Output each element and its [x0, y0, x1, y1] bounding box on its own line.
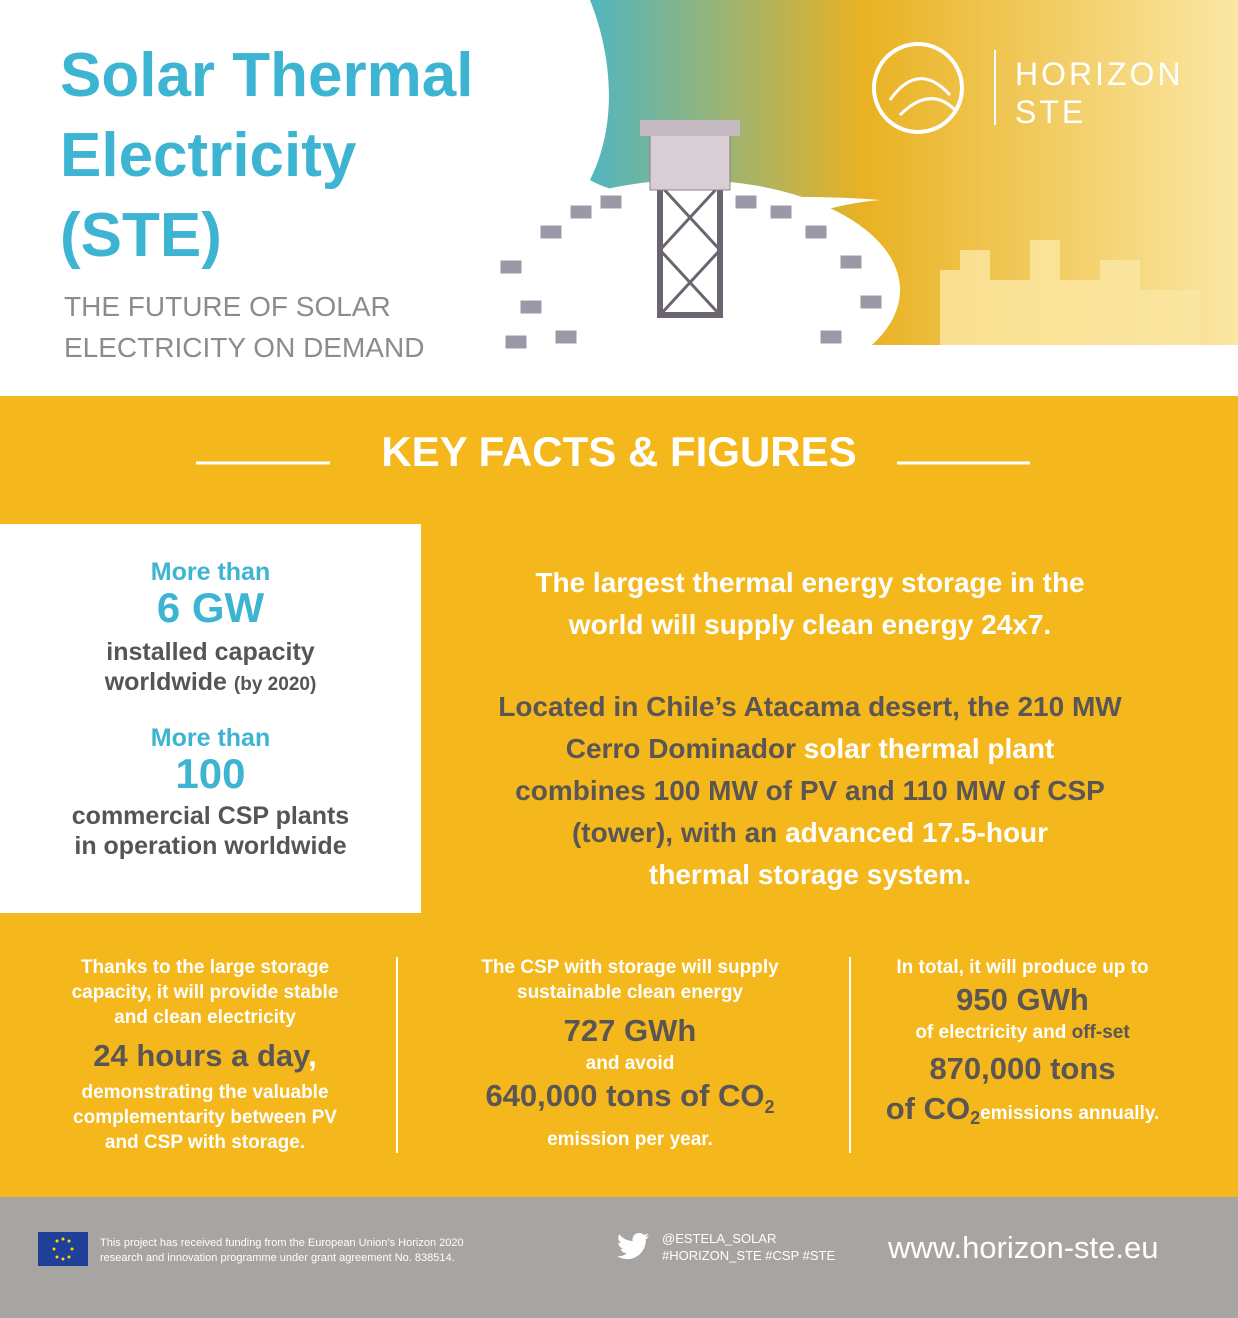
funding-line: research and innovation programme under …	[100, 1252, 455, 1264]
desc-text: Located in Chile’s Atacama desert, the 2…	[498, 691, 1122, 722]
fact-line: in operation worldwide	[74, 832, 347, 860]
facts-box: More than 6 GW installed capacity worldw…	[0, 524, 421, 913]
highlight-line: The largest thermal energy storage in th…	[535, 567, 1085, 598]
subtitle-line: ELECTRICITY ON DEMAND	[64, 332, 425, 363]
desc-text: Cerro Dominador	[565, 733, 796, 764]
col-text: The CSP with storage will supply	[481, 957, 779, 978]
col-text: off-set	[1071, 1022, 1130, 1043]
col-figure: 24 hours a day	[93, 1038, 309, 1073]
col-text: sustainable clean energy	[517, 982, 743, 1003]
col-figure: 870,000 tons	[929, 1051, 1116, 1086]
logo-text: HORIZON	[1015, 56, 1184, 92]
desc-text: (tower), with an	[571, 817, 778, 848]
eu-flag	[38, 1232, 88, 1266]
subtitle: THE FUTURE OF SOLAR ELECTRICITY ON DEMAND	[64, 286, 424, 368]
title-rules	[196, 461, 1030, 465]
desc-text: combines 100 MW of PV and 110 MW of CSP	[515, 775, 1105, 806]
col-figure: 727 GWh	[563, 1013, 697, 1048]
col-text: emission per year.	[547, 1129, 713, 1151]
col-text: and avoid	[585, 1053, 675, 1074]
social: @ESTELA_SOLAR #HORIZON_STE #CSP #STE	[662, 1230, 835, 1264]
section-title: KEY FACTS & FIGURES	[381, 428, 857, 475]
col-text: and clean electricity	[114, 1007, 296, 1028]
social-line: #HORIZON_STE #CSP #STE	[662, 1248, 836, 1263]
highlight: The largest thermal energy storage in th…	[440, 562, 1180, 646]
fact-figure: 6 GW	[156, 584, 265, 631]
fact-note: (by 2020)	[233, 674, 317, 695]
subscript: 2	[970, 1107, 981, 1128]
title: Solar Thermal Electricity (STE)	[60, 36, 473, 276]
title-line: Solar Thermal	[60, 41, 474, 110]
twitter-icon	[617, 1233, 649, 1260]
subtitle-line: THE FUTURE OF SOLAR	[64, 291, 391, 322]
fact-figure: 100	[175, 750, 246, 797]
description: Located in Chile’s Atacama desert, the 2…	[440, 686, 1180, 896]
desc-line: (tower), with an advanced 17.5-hour	[440, 812, 1180, 854]
col-figure: of CO	[885, 1091, 971, 1126]
col-text: Thanks to the large storage	[80, 957, 330, 978]
fact-lead: More than	[150, 558, 271, 586]
funding: This project has received funding from t…	[100, 1236, 464, 1266]
highlight-line: world will supply clean energy 24x7.	[568, 609, 1052, 640]
desc-line: Located in Chile’s Atacama desert, the 2…	[440, 686, 1180, 728]
col-figure-wrap: 24 hours a day,	[20, 1036, 390, 1076]
desc-text: advanced 17.5-hour	[785, 817, 1049, 848]
desc-text: solar thermal plant	[803, 733, 1055, 764]
col-comma: ,	[308, 1038, 317, 1073]
divider	[396, 957, 398, 1153]
col-text: emissions annually.	[980, 1103, 1160, 1124]
desc-line: thermal storage system.	[440, 854, 1180, 896]
fact-line-wrap: worldwide (by 2020)	[0, 667, 421, 700]
col-text: and CSP with storage.	[104, 1132, 306, 1153]
logo: HORIZON STE	[1015, 55, 1184, 131]
website[interactable]: www.horizon-ste.eu	[888, 1230, 1159, 1265]
divider	[849, 957, 851, 1153]
logo-text: STE	[1015, 94, 1087, 130]
col-text: capacity, it will provide stable	[71, 982, 339, 1003]
title-line: (STE)	[60, 201, 222, 270]
col-line: of electricity and off-set	[855, 1020, 1190, 1045]
column: The CSP with storage will supply sustain…	[420, 955, 840, 1152]
col-text: of electricity and	[915, 1022, 1067, 1043]
column: In total, it will produce up to 950 GWh …	[855, 955, 1190, 1138]
col-text: complementarity between PV	[73, 1107, 337, 1128]
col-figure: 950 GWh	[956, 982, 1089, 1017]
subscript: 2	[764, 1097, 775, 1118]
social-line: @ESTELA_SOLAR	[662, 1231, 777, 1246]
col-text: In total, it will produce up to	[896, 957, 1149, 978]
desc-line: Cerro Dominador solar thermal plant	[440, 728, 1180, 770]
footer	[0, 1197, 1238, 1318]
col-text: demonstrating the valuable	[81, 1082, 329, 1103]
desc-text: thermal storage system.	[648, 859, 972, 890]
col-line: of CO2emissions annually.	[855, 1089, 1190, 1138]
fact-line: commercial CSP plants	[71, 802, 350, 830]
fact-line: installed capacity	[106, 638, 315, 666]
col-figure-wrap: 640,000 tons of CO2	[420, 1076, 840, 1127]
fact-lead: More than	[150, 724, 271, 752]
funding-line: This project has received funding from t…	[100, 1237, 464, 1249]
desc-line: combines 100 MW of PV and 110 MW of CSP	[440, 770, 1180, 812]
fact-line: worldwide	[104, 668, 227, 696]
column: Thanks to the large storage capacity, it…	[20, 955, 390, 1155]
header-art	[480, 0, 1238, 396]
title-line: Electricity	[60, 121, 357, 190]
col-figure: 640,000 tons of CO	[485, 1078, 765, 1113]
